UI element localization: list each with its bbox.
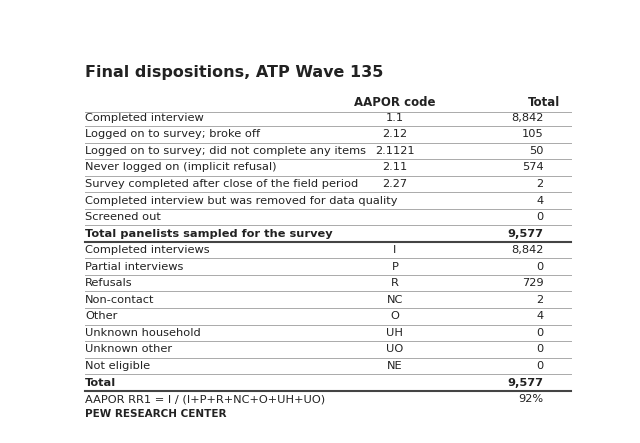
Text: 9,577: 9,577 (508, 377, 544, 388)
Text: Completed interview but was removed for data quality: Completed interview but was removed for … (85, 195, 397, 206)
Text: UH: UH (387, 328, 403, 338)
Text: 4: 4 (536, 195, 544, 206)
Text: 2.11: 2.11 (382, 163, 408, 172)
Text: 729: 729 (522, 278, 544, 288)
Text: UO: UO (387, 345, 404, 354)
Text: 9,577: 9,577 (508, 229, 544, 239)
Text: Total: Total (527, 96, 560, 109)
Text: P: P (392, 262, 398, 272)
Text: Survey completed after close of the field period: Survey completed after close of the fiel… (85, 179, 358, 189)
Text: 0: 0 (536, 345, 544, 354)
Text: 4: 4 (536, 311, 544, 321)
Text: 8,842: 8,842 (511, 245, 544, 255)
Text: NC: NC (387, 295, 403, 305)
Text: Total: Total (85, 377, 116, 388)
Text: Logged on to survey; did not complete any items: Logged on to survey; did not complete an… (85, 146, 366, 156)
Text: 1.1: 1.1 (386, 113, 404, 123)
Text: Completed interviews: Completed interviews (85, 245, 209, 255)
Text: AAPOR code: AAPOR code (354, 96, 436, 109)
Text: Never logged on (implicit refusal): Never logged on (implicit refusal) (85, 163, 276, 172)
Text: 0: 0 (536, 328, 544, 338)
Text: 0: 0 (536, 212, 544, 222)
Text: Refusals: Refusals (85, 278, 132, 288)
Text: O: O (390, 311, 399, 321)
Text: NE: NE (387, 361, 403, 371)
Text: Final dispositions, ATP Wave 135: Final dispositions, ATP Wave 135 (85, 65, 383, 80)
Text: 105: 105 (522, 129, 544, 140)
Text: 92%: 92% (518, 394, 544, 404)
Text: 2: 2 (536, 295, 544, 305)
Text: 8,842: 8,842 (511, 113, 544, 123)
Text: PEW RESEARCH CENTER: PEW RESEARCH CENTER (85, 409, 227, 419)
Text: Other: Other (85, 311, 117, 321)
Text: 2.1121: 2.1121 (375, 146, 415, 156)
Text: Unknown other: Unknown other (85, 345, 172, 354)
Text: Total panelists sampled for the survey: Total panelists sampled for the survey (85, 229, 333, 239)
Text: Screened out: Screened out (85, 212, 161, 222)
Text: 2.12: 2.12 (382, 129, 408, 140)
Text: 574: 574 (522, 163, 544, 172)
Text: 2.27: 2.27 (382, 179, 408, 189)
Text: 0: 0 (536, 262, 544, 272)
Text: Logged on to survey; broke off: Logged on to survey; broke off (85, 129, 260, 140)
Text: Not eligible: Not eligible (85, 361, 150, 371)
Text: Completed interview: Completed interview (85, 113, 204, 123)
Text: 2: 2 (536, 179, 544, 189)
Text: R: R (391, 278, 399, 288)
Text: Non-contact: Non-contact (85, 295, 154, 305)
Text: I: I (393, 245, 397, 255)
Text: 50: 50 (529, 146, 544, 156)
Text: Partial interviews: Partial interviews (85, 262, 183, 272)
Text: 0: 0 (536, 361, 544, 371)
Text: AAPOR RR1 = I / (I+P+R+NC+O+UH+UO): AAPOR RR1 = I / (I+P+R+NC+O+UH+UO) (85, 394, 325, 404)
Text: Unknown household: Unknown household (85, 328, 201, 338)
